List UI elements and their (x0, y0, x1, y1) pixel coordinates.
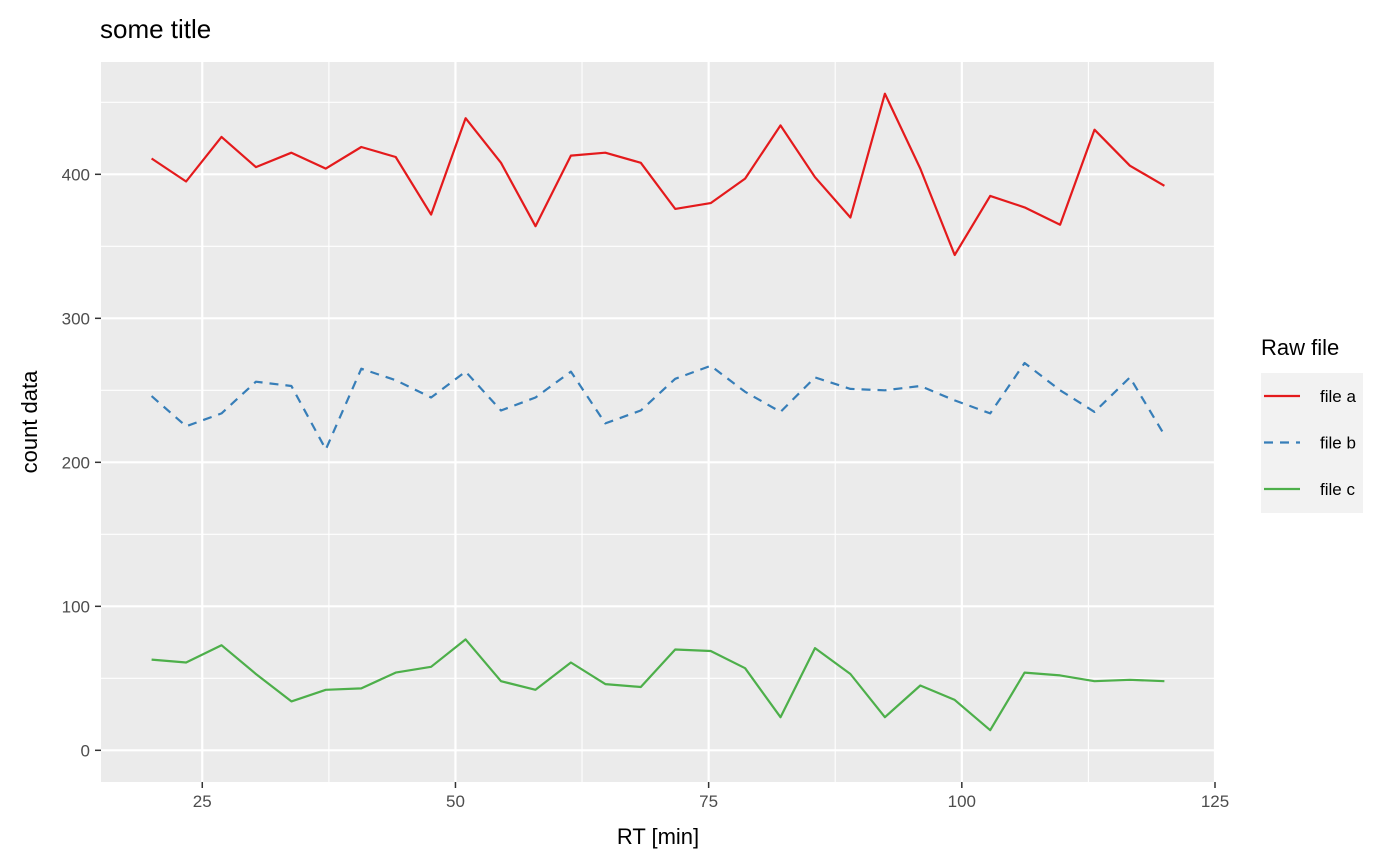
series-line-file-b (150, 361, 1166, 451)
legend-label: file c (1320, 480, 1355, 499)
y-tick-label: 400 (62, 165, 90, 184)
legend: Raw file file a file b file c (1261, 335, 1363, 513)
series-line-file-a (150, 92, 1165, 257)
major-gridlines (101, 62, 1217, 782)
plot-panel (101, 62, 1215, 782)
x-tick-label: 50 (446, 792, 465, 811)
y-tick-label: 300 (62, 309, 90, 328)
x-tick-label: 100 (948, 792, 976, 811)
legend-items: file a file b file c (1264, 387, 1356, 499)
legend-title: Raw file (1261, 335, 1339, 360)
series-line-file-c (151, 638, 1165, 732)
chart-title: some title (100, 14, 211, 44)
x-tick-label: 125 (1201, 792, 1229, 811)
series-lines (150, 92, 1166, 732)
x-tick-label: 25 (193, 792, 212, 811)
x-tick-label: 75 (699, 792, 718, 811)
y-tick-label: 100 (62, 597, 90, 616)
legend-label: file a (1320, 387, 1356, 406)
minor-gridlines (101, 62, 1215, 782)
y-axis-ticks: 0 100 200 300 400 (62, 165, 101, 760)
y-tick-label: 0 (81, 741, 90, 760)
y-tick-label: 200 (62, 453, 90, 472)
x-axis-ticks: 25 50 75 100 125 (193, 782, 1229, 811)
legend-label: file b (1320, 434, 1356, 453)
x-axis-title: RT [min] (617, 824, 699, 849)
y-axis-title: count data (17, 370, 42, 474)
